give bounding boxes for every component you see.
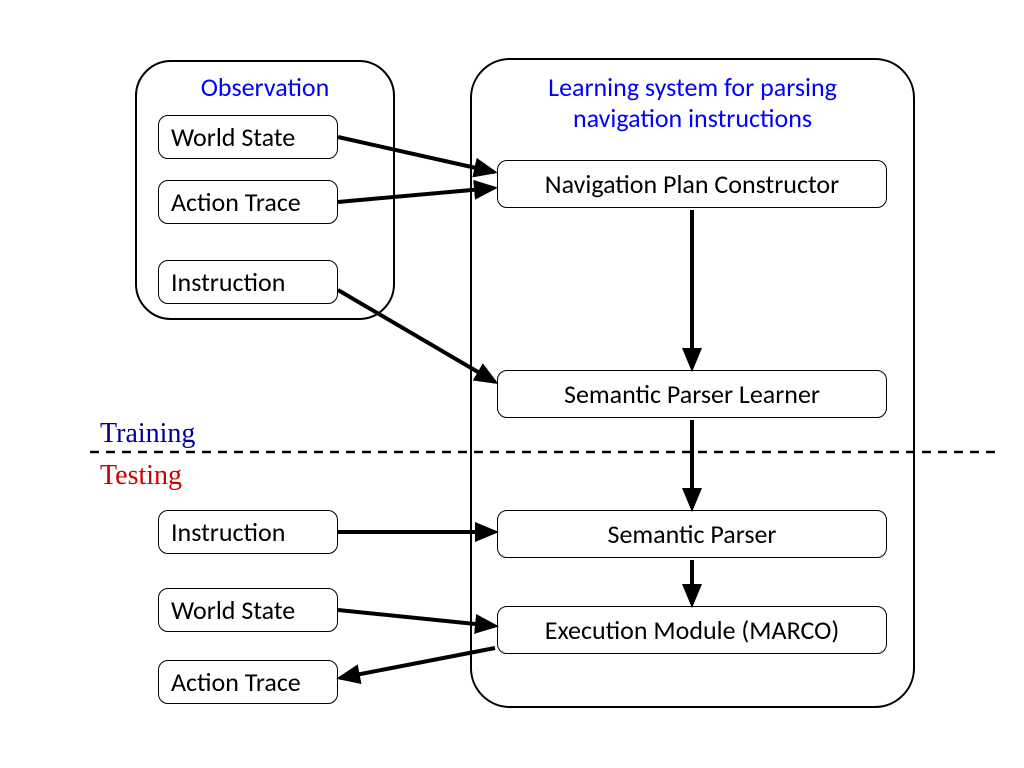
training-label: Training [100, 418, 195, 450]
node-action-trace-1: Action Trace [158, 180, 338, 224]
node-nav-plan: Navigation Plan Constructor [497, 160, 887, 208]
node-sem-learner: Semantic Parser Learner [497, 370, 887, 418]
node-exec-module: Execution Module (MARCO) [497, 606, 887, 654]
testing-label: Testing [100, 460, 182, 492]
node-world-state-2: World State [158, 588, 338, 632]
node-instruction-1: Instruction [158, 260, 338, 304]
node-instruction-2: Instruction [158, 510, 338, 554]
learning-title: Learning system for parsing navigation i… [472, 60, 913, 134]
node-world-state-1: World State [158, 115, 338, 159]
observation-title: Observation [137, 62, 393, 103]
node-action-trace-2: Action Trace [158, 660, 338, 704]
node-sem-parser: Semantic Parser [497, 510, 887, 558]
